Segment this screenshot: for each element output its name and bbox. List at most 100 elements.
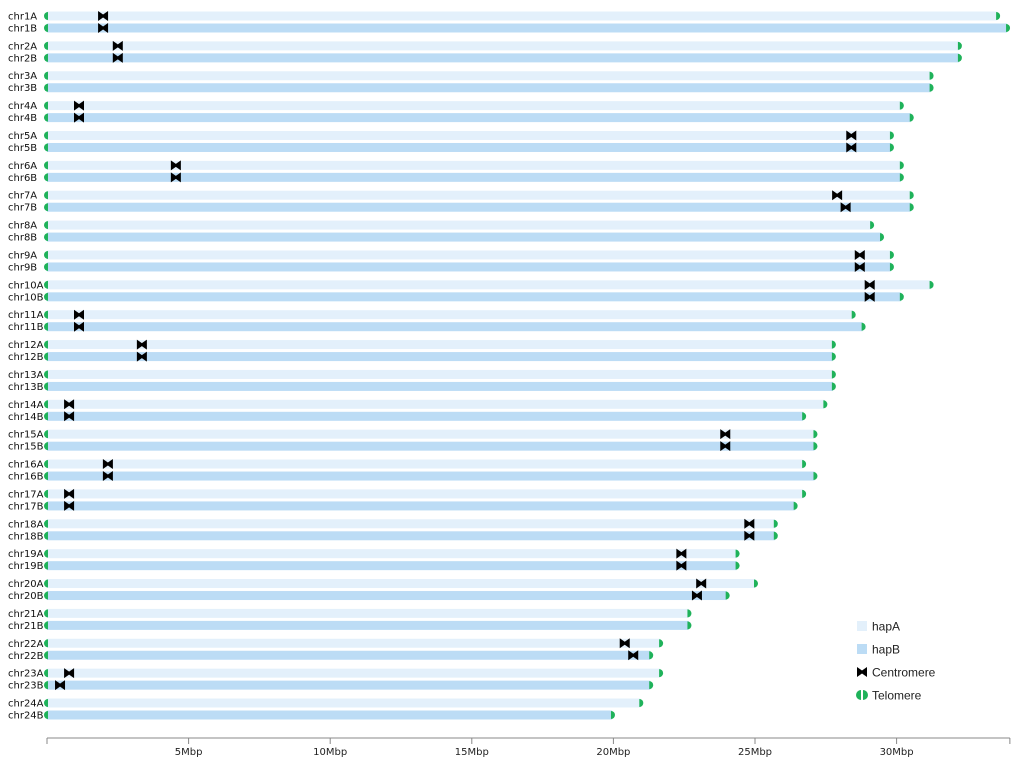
chromosome-label: chr17A (8, 489, 44, 500)
telomere-left (44, 131, 48, 140)
chromosome-chr18B: chr18B (8, 530, 778, 542)
chromosome-label: chr8B (8, 233, 37, 244)
centromere-marker (112, 40, 123, 51)
telomere-right (823, 400, 828, 409)
chromosome-label: chr19A (8, 549, 44, 560)
telomere-left (44, 681, 48, 690)
chromosome-label: chr1B (8, 24, 37, 35)
telomere-right (754, 579, 758, 588)
chromosome-bar (47, 310, 853, 320)
chromosome-chr6A: chr6A (8, 160, 904, 172)
telomere-left (44, 83, 48, 92)
telomere-right (889, 262, 894, 271)
chromosome-chr23B: chr23B (8, 680, 654, 692)
chromosome-chr22A: chr22A (8, 638, 664, 650)
chromosome-chr5B: chr5B (8, 142, 894, 154)
chromosome-chr3A: chr3A (8, 71, 934, 82)
telomere-right (687, 621, 692, 630)
telomere-right (899, 161, 904, 170)
centromere-marker (112, 52, 123, 63)
telomere-right (1006, 24, 1011, 32)
telomere-left (44, 519, 48, 528)
chromosome-chr21A: chr21A (8, 608, 692, 620)
centromere-marker (628, 650, 639, 661)
chromosome-chr8A: chr8A (8, 220, 875, 232)
telomere-left (44, 549, 48, 558)
chromosome-label: chr18B (8, 531, 44, 542)
chromosome-bar (47, 280, 931, 290)
chromosome-bar (47, 399, 825, 409)
axis-tick-label: 25Mbp (738, 747, 772, 758)
chromosome-chr18A: chr18A (8, 518, 778, 530)
chromosome-label: chr23B (8, 681, 44, 692)
telomere-left (44, 221, 48, 230)
chromosome-bar (47, 322, 863, 332)
telomere-right (725, 591, 730, 600)
chromosome-bar (47, 190, 911, 200)
centromere-marker (854, 261, 865, 272)
chromosome-bar (47, 668, 661, 678)
telomere-right (735, 549, 740, 558)
chromosome-bar (47, 11, 998, 21)
telomere-left (44, 24, 48, 32)
chromosome-chr24A: chr24A (8, 698, 644, 710)
chromosome-label: chr15B (8, 442, 44, 453)
chromosome-label: chr4B (8, 113, 37, 124)
chromosome-label: chr19B (8, 561, 44, 572)
centromere-marker (74, 112, 85, 123)
telomere-left (44, 101, 48, 110)
telomere-left (44, 340, 48, 349)
telomere-left (44, 579, 48, 588)
chromosome-bar (47, 232, 882, 242)
telomere-right (929, 83, 934, 92)
chromosome-label: chr21A (8, 609, 44, 620)
chromosome-bar (47, 381, 833, 391)
chromosome-chr21B: chr21B (8, 620, 692, 632)
telomere-left (44, 442, 48, 451)
chromosome-bar (47, 220, 872, 230)
chromosome-label: chr2B (8, 53, 37, 64)
chromosome-label: chr2A (8, 41, 37, 52)
telomere-right (649, 681, 654, 690)
chromosome-label: chr16A (8, 460, 44, 471)
telomere-left (44, 250, 48, 259)
telomere-right (802, 460, 807, 469)
centromere-marker (170, 160, 181, 171)
telomere-right (659, 669, 664, 678)
telomere-right (813, 472, 818, 481)
telomere-right (957, 53, 962, 62)
telomere-left (44, 460, 48, 469)
telomere-left (44, 430, 48, 439)
telomere-left (44, 322, 48, 331)
chromosome-bar (47, 369, 833, 379)
telomere-right (909, 113, 914, 122)
legend-swatch-hapA (857, 621, 867, 631)
telomere-icon-right (863, 690, 868, 700)
telomere-right (899, 173, 904, 182)
chromosome-chr23A: chr23A (8, 668, 664, 680)
chromosome-chr4A: chr4A (8, 100, 904, 112)
axis-tick-label: 20Mbp (596, 747, 630, 758)
chromosome-label: chr12B (8, 352, 44, 363)
centromere-marker (720, 441, 731, 452)
telomere-left (44, 501, 48, 510)
telomere-right (649, 651, 654, 660)
telomere-left (44, 711, 48, 720)
centromere-marker (136, 339, 147, 350)
centromere-marker (676, 560, 687, 571)
chromosome-label: chr13B (8, 382, 44, 393)
telomere-right (735, 561, 740, 570)
telomere-left (44, 310, 48, 319)
telomere-left (44, 531, 48, 540)
chromosome-chr11A: chr11A (8, 309, 856, 321)
telomere-left (44, 370, 48, 379)
telomere-right (929, 280, 934, 289)
chromosome-bar (47, 352, 833, 362)
chromosome-bar (47, 411, 804, 421)
chromosome-chr5A: chr5A (8, 130, 894, 142)
chromosome-label: chr9B (8, 262, 37, 273)
chromosome-label: chr14A (8, 400, 44, 411)
chromosome-chr6B: chr6B (8, 172, 904, 184)
telomere-left (44, 191, 48, 200)
chromosome-bar (47, 710, 612, 720)
